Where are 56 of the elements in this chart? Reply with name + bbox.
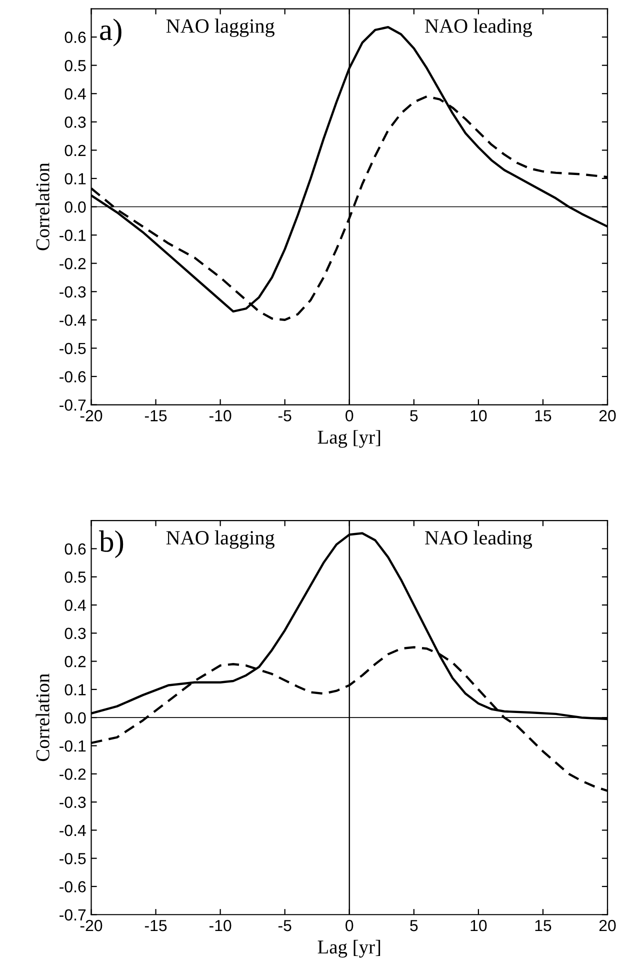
y-tick-label: -0.1 <box>60 230 86 241</box>
annotation: b) <box>98 530 124 558</box>
y-tick-label: -0.2 <box>60 768 86 780</box>
y-tick-label: 0.1 <box>64 684 86 696</box>
x-tick-label: -10 <box>209 920 232 932</box>
y-tick-label: 0.3 <box>64 116 86 128</box>
y-tick-label: -0.4 <box>60 314 86 326</box>
y-tick-label: 0.2 <box>64 656 86 668</box>
y-tick-label: -0.5 <box>60 342 86 354</box>
x-tick-label: -5 <box>278 920 292 932</box>
y-tick-label: -0.6 <box>60 881 86 892</box>
x-tick-label: -15 <box>144 410 167 422</box>
annotation: a) <box>100 18 122 46</box>
annotation: NAO leading <box>425 18 532 37</box>
y-tick-label: -0.7 <box>60 909 86 921</box>
x-tick-label: 20 <box>599 410 616 422</box>
annotation: NAO lagging <box>166 530 274 549</box>
y-tick-label: 0.1 <box>64 173 86 184</box>
y-tick-label: 0.6 <box>64 543 86 555</box>
x-axis-title: Lag [yr] <box>318 940 380 958</box>
x-tick-label: 5 <box>410 920 418 932</box>
x-tick-label: 10 <box>470 920 487 932</box>
y-tick-label: -0.6 <box>60 371 86 382</box>
y-tick-label: 0.4 <box>64 88 86 100</box>
y-tick-label: 0.6 <box>64 32 86 43</box>
y-tick-label: 0.4 <box>64 600 86 611</box>
x-tick-label: 15 <box>535 920 552 932</box>
x-tick-label: -15 <box>144 920 167 932</box>
y-tick-label: -0.3 <box>60 796 86 808</box>
y-tick-label: 0.5 <box>64 571 86 583</box>
y-tick-label: -0.2 <box>60 258 86 270</box>
y-tick-label: 0.0 <box>64 201 86 213</box>
y-tick-label: -0.1 <box>60 740 86 752</box>
x-tick-label: -20 <box>80 920 102 932</box>
y-axis-title: Correlation <box>36 162 50 250</box>
y-tick-label: 0.2 <box>64 144 86 156</box>
x-tick-label: -10 <box>209 410 232 422</box>
x-tick-label: 0 <box>346 920 354 932</box>
x-axis-title: Lag [yr] <box>318 430 380 448</box>
y-tick-label: -0.3 <box>60 286 86 298</box>
y-tick-label: -0.5 <box>60 852 86 864</box>
y-tick-label: -0.7 <box>60 399 86 411</box>
y-tick-label: 0.3 <box>64 628 86 640</box>
y-tick-label: 0.0 <box>64 712 86 724</box>
x-tick-label: -20 <box>80 410 102 422</box>
y-tick-label: -0.4 <box>60 824 86 836</box>
y-tick-label: 0.5 <box>64 60 86 72</box>
x-tick-label: 15 <box>535 410 552 422</box>
annotation: NAO leading <box>425 530 532 549</box>
x-tick-label: 5 <box>410 410 418 422</box>
y-axis-title: Correlation <box>36 674 50 762</box>
x-tick-label: 0 <box>346 410 354 422</box>
x-tick-label: -5 <box>278 410 292 422</box>
x-tick-label: 10 <box>470 410 487 422</box>
x-tick-label: 20 <box>599 920 616 932</box>
annotation: NAO lagging <box>166 18 274 37</box>
